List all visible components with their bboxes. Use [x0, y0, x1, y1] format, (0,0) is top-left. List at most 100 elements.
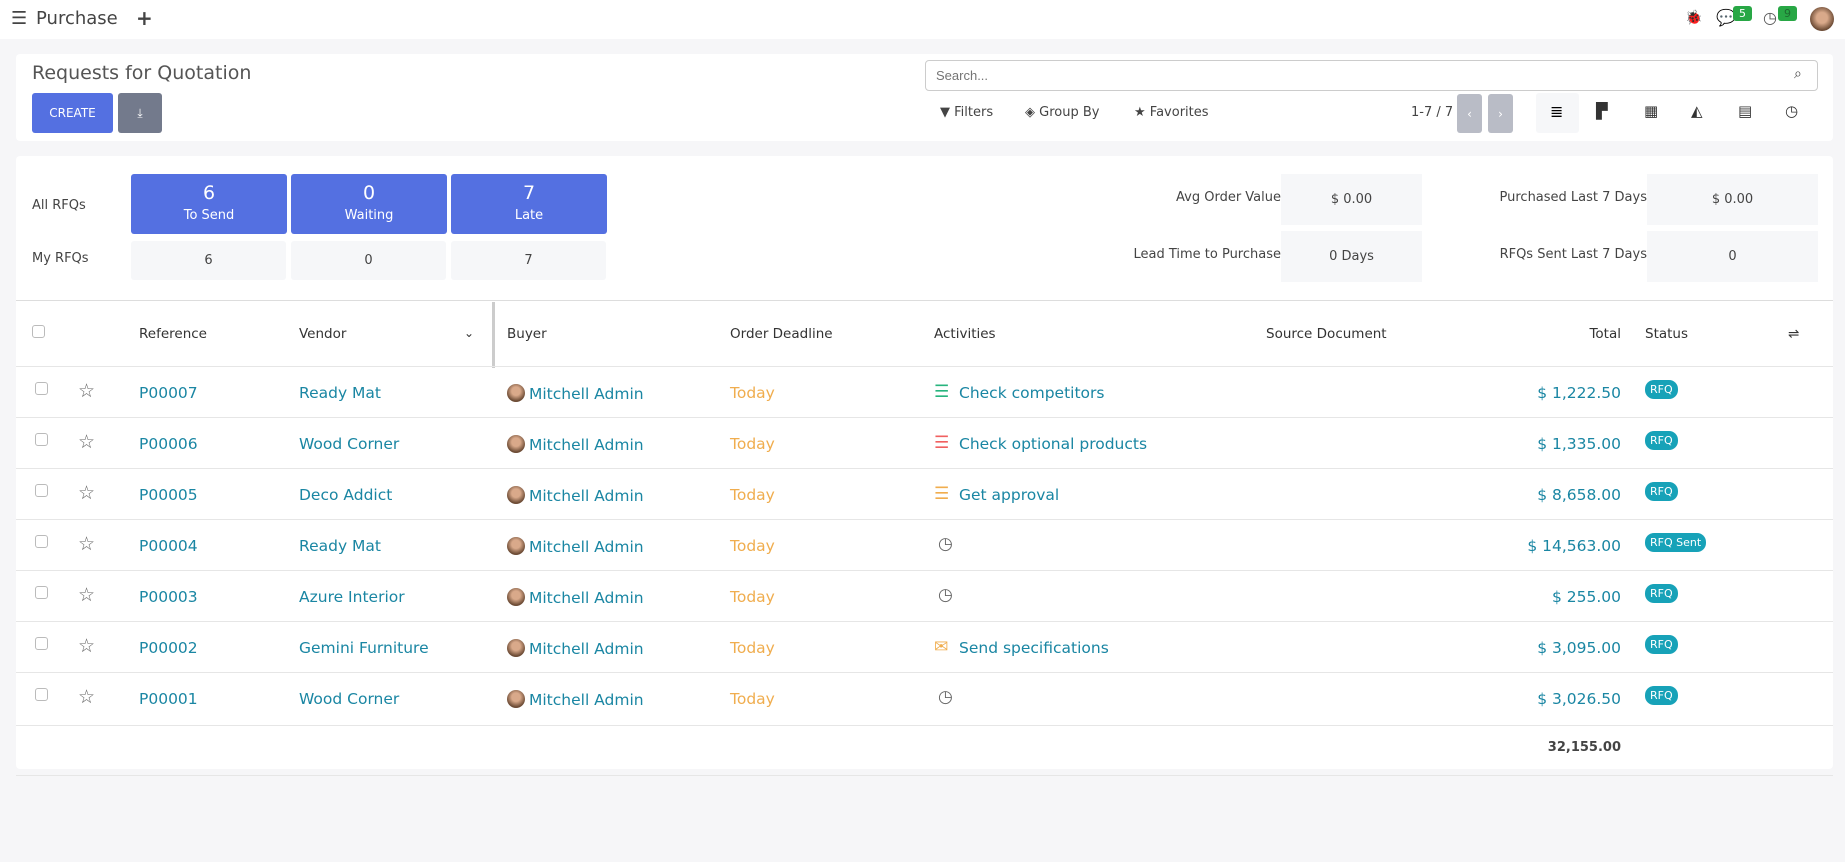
reference[interactable]: P00005 [139, 486, 198, 504]
search-input[interactable] [925, 60, 1818, 91]
star-icon[interactable]: ☆ [78, 380, 96, 402]
header-source-document[interactable]: Source Document [1266, 326, 1387, 342]
buyer[interactable]: Mitchell Admin [507, 537, 644, 556]
vendor[interactable]: Wood Corner [299, 435, 400, 453]
header-vendor[interactable]: Vendor [299, 326, 347, 342]
my-late[interactable]: 7 [451, 241, 606, 280]
table-row[interactable]: ☆ P00001 Wood Corner Mitchell Admin Toda… [16, 672, 1833, 723]
row-checkbox[interactable] [35, 586, 48, 599]
row-checkbox[interactable] [35, 535, 48, 548]
reference[interactable]: P00006 [139, 435, 198, 453]
activity-summary[interactable]: Check optional products [959, 435, 1148, 453]
reference[interactable]: P00002 [139, 639, 198, 657]
header-status[interactable]: Status [1645, 326, 1689, 342]
row-checkbox[interactable] [35, 433, 48, 446]
header-buyer[interactable]: Buyer [507, 326, 547, 342]
waiting-tile[interactable]: 0 Waiting [291, 174, 447, 234]
table-row[interactable]: ☆ P00003 Azure Interior Mitchell Admin T… [16, 570, 1833, 621]
buyer[interactable]: Mitchell Admin [507, 435, 644, 454]
row-checkbox[interactable] [35, 688, 48, 701]
search-icon[interactable]: ⌕ [1794, 66, 1802, 82]
activities-clock-icon[interactable]: ◷ [1763, 8, 1777, 27]
messages-icon[interactable]: 💬 [1716, 8, 1736, 27]
star-icon[interactable]: ☆ [78, 584, 96, 606]
to-send-tile[interactable]: 6 To Send [131, 174, 287, 234]
favorites-button[interactable]: ★ Favorites [1134, 105, 1209, 120]
reference[interactable]: P00001 [139, 690, 198, 708]
buyer[interactable]: Mitchell Admin [507, 690, 644, 709]
create-button[interactable]: CREATE [32, 93, 113, 133]
activity-view-clock-icon[interactable]: ◷ [1785, 102, 1799, 120]
my-waiting[interactable]: 0 [291, 241, 446, 280]
envelope-icon[interactable]: ✉ [934, 637, 949, 657]
star-icon[interactable]: ☆ [78, 686, 96, 708]
total: $ 3,026.50 [1537, 690, 1621, 708]
select-all-checkbox[interactable] [32, 325, 45, 338]
my-to-send[interactable]: 6 [131, 241, 286, 280]
activity-list-icon[interactable]: ☰ [934, 382, 950, 402]
app-title: Purchase [36, 8, 118, 29]
vendor[interactable]: Ready Mat [299, 537, 381, 555]
table-row[interactable]: ☆ P00007 Ready Mat Mitchell Admin Today … [16, 366, 1833, 417]
header-reference[interactable]: Reference [139, 326, 207, 342]
clock-icon[interactable]: ◷ [938, 585, 953, 605]
late-tile[interactable]: 7 Late [451, 174, 607, 234]
buyer[interactable]: Mitchell Admin [507, 588, 644, 607]
group-by-button[interactable]: ◈ Group By [1025, 105, 1100, 120]
avg-order-value: $ 0.00 [1281, 174, 1422, 225]
filters-button[interactable]: ▼ Filters [940, 105, 994, 120]
list-view-button[interactable]: ≣ [1536, 93, 1579, 133]
buyer[interactable]: Mitchell Admin [507, 486, 644, 505]
table-row[interactable]: ☆ P00005 Deco Addict Mitchell Admin Toda… [16, 468, 1833, 519]
table-row[interactable]: ☆ P00002 Gemini Furniture Mitchell Admin… [16, 621, 1833, 672]
menu-icon[interactable]: ☰ [11, 8, 28, 29]
vendor[interactable]: Deco Addict [299, 486, 393, 504]
row-checkbox[interactable] [35, 382, 48, 395]
graph-view-icon[interactable]: ◭ [1691, 102, 1703, 120]
vendor[interactable]: Gemini Furniture [299, 639, 429, 657]
column-resize-handle[interactable] [492, 302, 495, 368]
pivot-view-icon[interactable]: ▦ [1644, 102, 1659, 120]
add-icon[interactable]: + [136, 6, 153, 30]
buyer[interactable]: Mitchell Admin [507, 384, 644, 403]
activity-list-icon[interactable]: ☰ [934, 484, 950, 504]
header-order-deadline[interactable]: Order Deadline [730, 326, 833, 342]
reference[interactable]: P00003 [139, 588, 198, 606]
pager-previous-button[interactable]: ‹ [1457, 94, 1482, 133]
vendor[interactable]: Azure Interior [299, 588, 405, 606]
export-download-button[interactable]: ⤓ [118, 93, 162, 133]
vendor[interactable]: Ready Mat [299, 384, 381, 402]
vendor[interactable]: Wood Corner [299, 690, 400, 708]
activity-summary[interactable]: Get approval [959, 486, 1060, 504]
header-total[interactable]: Total [1589, 326, 1621, 342]
table-row[interactable]: ☆ P00004 Ready Mat Mitchell Admin Today … [16, 519, 1833, 570]
optional-columns-toggle-icon[interactable]: ⇌ [1788, 326, 1800, 342]
star-icon[interactable]: ☆ [78, 482, 96, 504]
calendar-view-icon[interactable]: ▤ [1738, 102, 1753, 120]
activity-summary[interactable]: Check competitors [959, 384, 1105, 402]
debug-bug-icon[interactable]: 🐞 [1685, 10, 1703, 26]
star-icon[interactable]: ☆ [78, 635, 96, 657]
row-checkbox[interactable] [35, 637, 48, 650]
activity-summary[interactable]: Send specifications [959, 639, 1109, 657]
pager-next-button[interactable]: › [1488, 94, 1513, 133]
row-checkbox[interactable] [35, 484, 48, 497]
star-icon[interactable]: ☆ [78, 533, 96, 555]
reference[interactable]: P00007 [139, 384, 198, 402]
star-icon[interactable]: ☆ [78, 431, 96, 453]
buyer[interactable]: Mitchell Admin [507, 639, 644, 658]
sort-chevron-down-icon[interactable]: ⌄ [464, 326, 475, 340]
order-deadline: Today [730, 537, 775, 555]
buyer-avatar [507, 537, 525, 555]
reference[interactable]: P00004 [139, 537, 198, 555]
kanban-view-icon[interactable]: ▛ [1596, 102, 1608, 120]
clock-icon[interactable]: ◷ [938, 687, 953, 707]
header-activities[interactable]: Activities [934, 326, 996, 342]
lead-time-value: 0 Days [1281, 231, 1422, 282]
list-panel: All RFQs My RFQs 6 To Send 0 Waiting 7 Late… [16, 156, 1833, 769]
filters-label: Filters [954, 105, 994, 120]
user-avatar[interactable] [1810, 7, 1834, 31]
clock-icon[interactable]: ◷ [938, 534, 953, 554]
table-row[interactable]: ☆ P00006 Wood Corner Mitchell Admin Toda… [16, 417, 1833, 468]
activity-list-icon[interactable]: ☰ [934, 433, 950, 453]
